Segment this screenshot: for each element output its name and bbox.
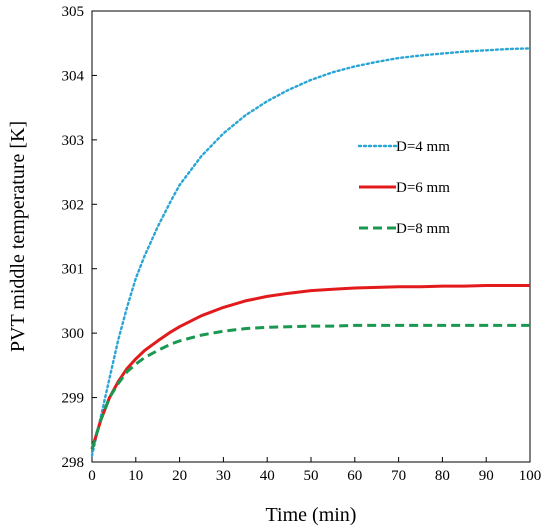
x-tick-label: 10 xyxy=(128,468,143,484)
y-tick-label: 302 xyxy=(62,197,85,213)
x-tick-label: 40 xyxy=(260,468,275,484)
series-line-3 xyxy=(90,323,530,450)
y-tick-label: 301 xyxy=(62,262,85,278)
y-axis: 298 299 300 301 302 303 304 305 xyxy=(62,4,97,471)
x-axis-title: Time (min) xyxy=(266,504,357,526)
y-tick-label: 300 xyxy=(62,326,85,342)
legend-label-1: D=4 mm xyxy=(396,139,450,155)
legend-label-3: D=8 mm xyxy=(396,221,450,237)
y-axis-title: PVT middle temperature [K] xyxy=(7,121,29,352)
x-tick-label: 60 xyxy=(347,468,362,484)
series-line-2 xyxy=(90,284,530,450)
y-tick-label: 299 xyxy=(62,391,85,407)
y-tick-label: 298 xyxy=(62,455,85,471)
series-layer xyxy=(90,47,532,457)
legend-label-2: D=6 mm xyxy=(396,180,450,196)
plot-border xyxy=(91,10,531,463)
x-tick-label: 50 xyxy=(304,468,319,484)
y-tick-label: 305 xyxy=(62,4,85,20)
legend: D=4 mm D=6 mm D=8 mm xyxy=(357,139,450,237)
x-tick-label: 80 xyxy=(435,468,450,484)
y-tick-label: 303 xyxy=(62,133,85,149)
plot-area xyxy=(91,10,531,463)
x-axis: 0 10 20 30 40 50 60 70 80 90 100 xyxy=(88,457,541,484)
x-tick-label: 0 xyxy=(88,468,96,484)
x-tick-label: 20 xyxy=(172,468,187,484)
series-line-1 xyxy=(90,47,532,457)
y-tick-label: 304 xyxy=(62,68,85,84)
x-tick-label: 30 xyxy=(216,468,231,484)
x-tick-label: 90 xyxy=(479,468,494,484)
x-tick-label: 100 xyxy=(519,468,542,484)
x-tick-label: 70 xyxy=(391,468,406,484)
